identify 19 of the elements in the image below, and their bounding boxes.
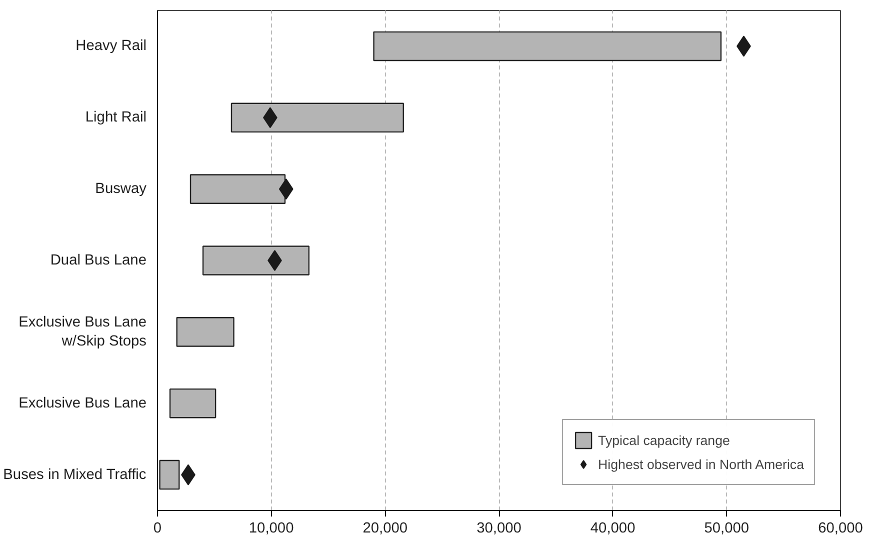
y-tick-label: Exclusive Bus Lane w/Skip Stops [18, 314, 146, 350]
bar [176, 317, 234, 347]
x-tick-label: 60,000 [818, 520, 863, 536]
y-tick-label: Dual Bus Lane [50, 252, 147, 268]
y-tick-label: Busway [95, 181, 148, 198]
y-tick-label: Buses in Mixed Traffic [3, 466, 146, 483]
x-tick-label: 50,000 [704, 520, 750, 536]
x-tick-label: 20,000 [362, 520, 408, 536]
y-tick-label: Heavy Rail [76, 38, 147, 54]
legend-label: Typical capacity range [598, 432, 730, 448]
x-tick-label: 0 [153, 520, 162, 536]
bar [373, 31, 722, 62]
bar [169, 388, 216, 418]
x-tick-label: 10,000 [248, 520, 294, 536]
y-tick-label: Exclusive Bus Lane [18, 395, 146, 412]
x-tick-label: 30,000 [476, 520, 522, 536]
legend-label: Highest observed in North America [598, 456, 804, 472]
x-tick-label: 40,000 [590, 520, 636, 536]
y-tick-label: Light Rail [85, 110, 147, 126]
